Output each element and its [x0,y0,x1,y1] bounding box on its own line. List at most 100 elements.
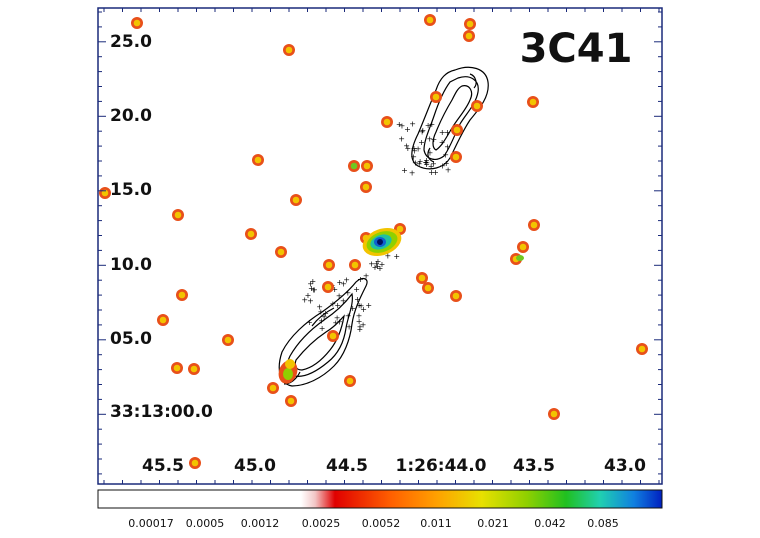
speckle-mark: + [346,323,353,332]
point-source-core [519,243,527,251]
speckle-mark: + [425,121,432,130]
speckle-mark: + [334,313,341,322]
point-source-core [550,410,558,418]
speckle-mark: + [334,301,341,310]
point-source-core [350,162,358,170]
point-source-core [396,225,404,233]
speckle-mark: + [310,286,317,295]
colorbar-tick-label: 0.0025 [302,517,341,530]
y-tick-label: 20.0 [110,106,152,126]
speckle-mark: + [330,300,337,309]
speckle-mark: + [393,252,400,261]
speckle-mark: + [307,296,314,305]
speckle-mark: + [360,305,367,314]
speckle-mark: + [374,262,381,271]
speckle-mark: + [336,278,343,287]
speckle-mark: + [412,158,419,167]
x-tick-label: 45.0 [234,456,276,476]
speckle-mark: + [431,135,438,144]
speckle-mark: + [411,146,418,155]
point-source-core [529,98,537,106]
colorbar-tick-label: 0.0005 [186,517,225,530]
speckle-mark: + [432,168,439,177]
speckle-mark: + [357,323,364,332]
point-source-core [254,156,262,164]
point-source-core [530,221,538,229]
speckle-mark: + [444,128,451,137]
speckle-mark: + [422,158,429,167]
point-source-core [452,292,460,300]
speckle-mark: + [420,126,427,135]
speckle-mark: + [332,319,339,328]
point-source-core [285,46,293,54]
point-source-core [277,248,285,256]
speckle-mark: + [340,279,347,288]
speckle-mark: + [423,160,430,169]
speckle-mark: + [343,276,350,285]
speckle-mark: + [356,317,363,326]
point-source-core [159,316,167,324]
x-tick-label: 1:26:44.0 [395,456,486,476]
point-source-core [418,274,426,282]
colorbar-tick-label: 0.0012 [241,517,280,530]
point-source-core [324,283,332,291]
point-source-core [466,20,474,28]
y-tick-label: 10.0 [110,255,152,275]
point-source-core [329,332,337,340]
speckle-mark: + [365,301,372,310]
speckle-mark: + [306,318,313,327]
speckle-mark: + [410,153,417,162]
speckle-mark: + [307,280,314,289]
speckle-mark: + [357,325,364,334]
point-source-core [292,196,300,204]
speckle-mark: + [349,304,356,313]
y-tick-label: 15.0 [110,180,152,200]
speckle-mark: + [430,159,437,168]
point-source-core [247,230,255,238]
speckle-mark: + [311,285,318,294]
sw-hotspot [278,359,298,384]
speckle-mark: + [424,159,431,168]
speckle-mark: + [357,275,364,284]
speckle-mark: + [405,144,412,153]
point-source-core [453,126,461,134]
speckle-mark: + [379,260,386,269]
point-source-core [426,16,434,24]
colorbar-tick-label: 0.0052 [362,517,401,530]
speckle-mark: + [340,297,347,306]
speckle-mark: + [372,263,379,272]
speckle-mark: + [409,169,416,178]
speckle-mark: + [356,301,363,310]
speckle-mark: + [305,291,312,300]
speckle-mark: + [399,121,406,130]
y-tick-label: 05.0 [110,329,152,349]
point-source-core [190,365,198,373]
speckle-mark: + [318,317,325,326]
point-source-core [351,261,359,269]
point-source-core [363,162,371,170]
speckle-mark: + [301,296,308,305]
speckle-mark: + [445,165,452,174]
y-tick-label: 33:13:00.0 [110,402,213,422]
speckle-mark: + [385,251,392,260]
speckle-mark: + [404,125,411,134]
speckle-mark: + [360,320,367,329]
speckle-mark: + [331,285,338,294]
speckle-mark: + [411,144,418,153]
point-source-core [383,118,391,126]
point-source-core [424,284,432,292]
x-tick-label: 43.5 [513,456,555,476]
speckle-mark: + [439,128,446,137]
speckle-mark: + [419,127,426,136]
speckle-mark: + [322,309,329,318]
speckle-mark: + [318,307,325,316]
speckle-mark: + [417,157,424,166]
colorbar-tick-label: 0.085 [587,517,619,530]
speckle-mark: + [428,162,435,171]
speckle-mark: + [444,143,451,152]
speckle-mark: + [416,159,423,168]
x-tick-label: 44.5 [326,456,368,476]
point-source-core [174,211,182,219]
speckle-mark: + [415,145,422,154]
